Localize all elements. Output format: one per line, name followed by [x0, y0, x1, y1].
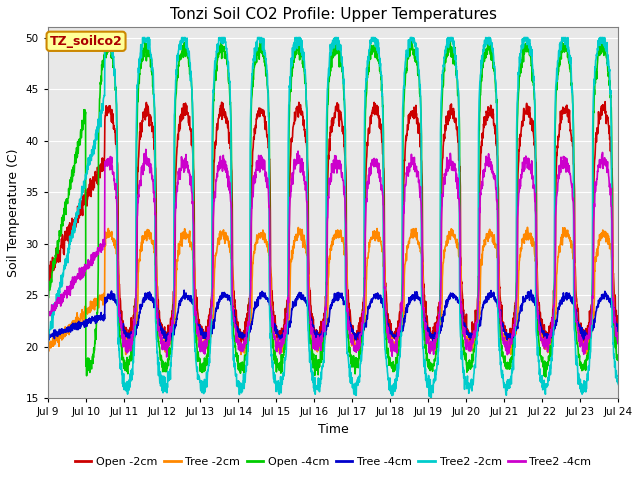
Tree -4cm — [204, 337, 211, 343]
Tree2 -4cm — [44, 312, 52, 317]
Tree2 -2cm — [564, 44, 572, 50]
Open -2cm — [602, 99, 609, 105]
Tree2 -2cm — [101, 35, 109, 40]
Tree2 -4cm — [142, 146, 150, 152]
Tree2 -4cm — [163, 354, 170, 360]
Tree -4cm — [44, 335, 52, 341]
Tree -2cm — [499, 334, 507, 340]
Tree -2cm — [362, 278, 370, 284]
Tree -4cm — [350, 330, 358, 336]
Tree2 -2cm — [350, 390, 358, 396]
Tree2 -4cm — [350, 343, 358, 348]
Open -2cm — [362, 161, 370, 167]
Tree2 -2cm — [204, 378, 211, 384]
Open -4cm — [203, 362, 211, 368]
Tree -2cm — [564, 234, 572, 240]
Tree -2cm — [44, 341, 52, 347]
Title: Tonzi Soil CO2 Profile: Upper Temperatures: Tonzi Soil CO2 Profile: Upper Temperatur… — [170, 7, 497, 22]
Tree2 -2cm — [580, 387, 588, 393]
Open -2cm — [349, 337, 357, 343]
Tree2 -4cm — [580, 341, 588, 347]
Open -2cm — [580, 333, 588, 338]
Tree -2cm — [122, 352, 129, 358]
X-axis label: Time: Time — [317, 423, 348, 436]
Tree -2cm — [580, 345, 588, 350]
Tree -2cm — [614, 336, 622, 341]
Tree2 -2cm — [44, 334, 52, 340]
Tree2 -4cm — [204, 335, 211, 340]
Tree -4cm — [580, 334, 588, 339]
Open -4cm — [542, 374, 550, 380]
Tree2 -4cm — [363, 195, 371, 201]
Line: Tree -2cm: Tree -2cm — [48, 228, 618, 355]
Open -4cm — [564, 56, 572, 62]
Open -4cm — [499, 349, 507, 355]
Line: Tree2 -4cm: Tree2 -4cm — [48, 149, 618, 357]
Y-axis label: Soil Temperature (C): Soil Temperature (C) — [7, 149, 20, 277]
Open -4cm — [349, 353, 357, 359]
Open -4cm — [614, 357, 622, 363]
Open -2cm — [614, 331, 622, 336]
Open -2cm — [353, 346, 361, 351]
Legend: Open -2cm, Tree -2cm, Open -4cm, Tree -4cm, Tree2 -2cm, Tree2 -4cm: Open -2cm, Tree -2cm, Open -4cm, Tree -4… — [70, 452, 596, 471]
Tree -4cm — [499, 322, 507, 327]
Tree -2cm — [204, 346, 211, 351]
Open -2cm — [499, 322, 507, 328]
Tree2 -4cm — [614, 333, 622, 339]
Tree2 -2cm — [614, 382, 622, 387]
Open -2cm — [203, 336, 211, 342]
Open -4cm — [563, 36, 570, 42]
Line: Tree -4cm: Tree -4cm — [48, 290, 618, 342]
Tree -2cm — [350, 342, 358, 348]
Open -4cm — [362, 95, 370, 100]
Open -2cm — [44, 267, 52, 273]
Tree2 -4cm — [500, 341, 508, 347]
Tree2 -4cm — [564, 169, 572, 175]
Line: Tree2 -2cm: Tree2 -2cm — [48, 37, 618, 398]
Text: TZ_soilco2: TZ_soilco2 — [50, 35, 122, 48]
Tree -2cm — [524, 225, 531, 230]
Tree2 -2cm — [500, 379, 508, 385]
Line: Open -4cm: Open -4cm — [48, 39, 618, 377]
Tree -4cm — [527, 287, 535, 293]
Open -2cm — [564, 108, 572, 114]
Open -4cm — [44, 292, 52, 298]
Tree -4cm — [564, 295, 572, 300]
Tree2 -2cm — [362, 78, 370, 84]
Tree -4cm — [614, 325, 622, 331]
Tree2 -2cm — [427, 396, 435, 401]
Tree -4cm — [362, 324, 370, 330]
Tree -4cm — [163, 339, 170, 345]
Open -4cm — [580, 364, 588, 370]
Line: Open -2cm: Open -2cm — [48, 102, 618, 348]
